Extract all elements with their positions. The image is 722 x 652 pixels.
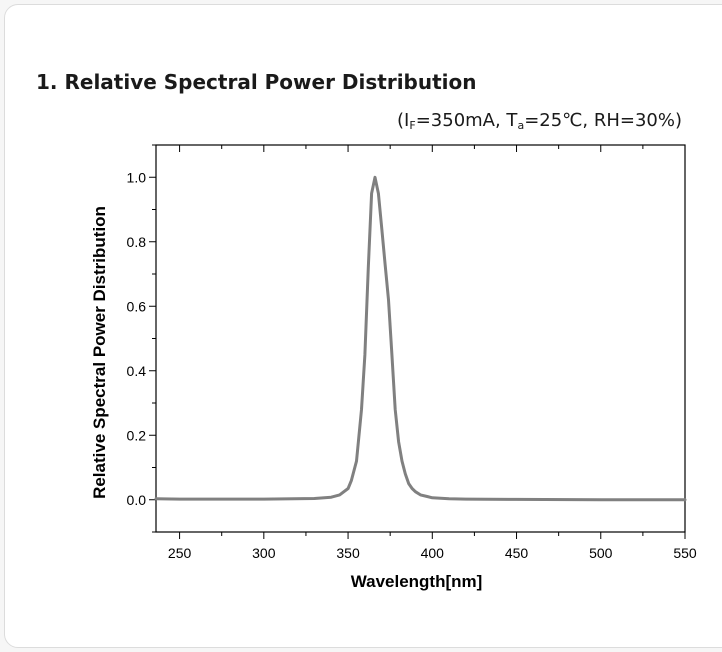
conditions-open: (I [397, 110, 410, 131]
x-tick-label: 550 [673, 545, 697, 561]
conditions-current: =350mA, T [415, 110, 518, 131]
y-axis-label: Relative Spectral Power Distribution [90, 206, 109, 499]
spectral-curve [154, 175, 687, 502]
y-tick-label: 0.0 [127, 492, 147, 508]
x-tick-label: 250 [168, 545, 192, 561]
x-tick-label: 500 [589, 545, 613, 561]
forward-current-subscript: F [409, 119, 416, 132]
content-card [4, 4, 722, 648]
section-title: 1. Relative Spectral Power Distribution [36, 70, 477, 94]
x-tick-label: 450 [505, 545, 529, 561]
y-tick-label: 0.8 [127, 234, 147, 250]
y-tick-label: 0.6 [127, 298, 147, 314]
x-tick-label: 350 [336, 545, 360, 561]
ambient-temp-subscript: a [517, 119, 525, 132]
x-tick-label: 300 [252, 545, 276, 561]
x-axis-label: Wavelength[nm] [351, 572, 483, 591]
x-tick-label: 400 [421, 545, 445, 561]
conditions-temp-humidity: =25℃, RH=30%) [524, 110, 682, 131]
y-tick-label: 0.4 [127, 363, 147, 379]
plot-frame [155, 144, 686, 533]
y-tick-label: 0.2 [127, 427, 147, 443]
y-tick-label: 1.0 [127, 169, 147, 185]
measurement-conditions: (IF=350mA, Ta=25℃, RH=30%) [397, 110, 682, 132]
